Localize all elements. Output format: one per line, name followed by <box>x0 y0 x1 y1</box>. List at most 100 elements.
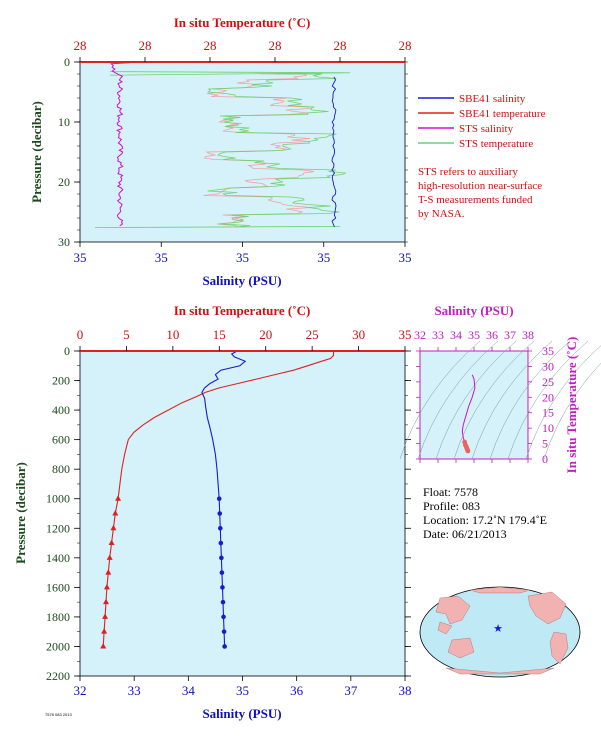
main-pressure-tick-label: 1400 <box>46 551 70 565</box>
salinity-marker <box>221 614 226 620</box>
footer-id-text: 7578 083 2013 <box>45 712 72 717</box>
main-sal-tick-label: 34 <box>182 683 196 698</box>
map-land-asia <box>435 595 471 625</box>
sbe41-salinity-trace <box>331 76 337 228</box>
sts-temperature-bottom-spike <box>94 226 341 228</box>
salinity-marker <box>219 555 224 561</box>
main-temp-tick-label: 35 <box>399 327 412 342</box>
float-info: Float: 7578 Profile: 083 Location: 17.2˚… <box>423 485 547 541</box>
sts-temperature-trace <box>207 73 347 228</box>
ts-sal-tick-label: 35 <box>468 328 480 342</box>
main-temp-tick-label: 20 <box>259 327 272 342</box>
top-sal-axis-label: Salinity (PSU) <box>202 273 281 288</box>
sts-note-line-2: high-resolution near-surface <box>418 180 542 192</box>
main-chart: 0 5 10 15 20 25 30 35 32 33 34 35 36 37 38 0 200 400 600 80… <box>13 303 412 721</box>
temperature-marker <box>108 539 115 546</box>
ts-temp-tick-label: 35 <box>542 344 554 358</box>
legend-label-sbe41-salinity: SBE41 salinity <box>459 93 526 105</box>
top-pressure-tick-label: 10 <box>58 115 70 129</box>
temperature-marker <box>106 554 113 560</box>
top-chart-axes: 28 28 28 28 28 28 35 35 35 35 35 0 10 20 30 <box>58 38 412 265</box>
top-pressure-tick-label: 0 <box>64 55 70 69</box>
top-temp-axis-label: In situ Temperature (˚C) <box>174 15 311 30</box>
temperature-marker <box>115 495 122 501</box>
temperature-marker <box>105 569 112 575</box>
map-land-australia <box>447 637 475 659</box>
main-chart-series <box>100 350 335 649</box>
ts-temp-tick-label: 25 <box>542 375 554 389</box>
map-land-arctic <box>469 586 531 594</box>
ts-temp-axis-label: In situ Temperature (˚C) <box>564 337 579 474</box>
ts-temp-tick-label: 5 <box>542 437 548 451</box>
map-land-antarctica <box>445 667 555 675</box>
ts-density-contour <box>399 340 481 460</box>
top-temp-tick-label: 28 <box>334 38 347 53</box>
ts-chart-series <box>461 374 476 454</box>
main-pressure-tick-label: 2200 <box>46 669 70 683</box>
float-location-marker: ★ <box>493 623 503 635</box>
salinity-marker <box>221 629 227 634</box>
legend-label-sts-temperature: STS temperature <box>459 138 533 150</box>
sts-note: STS refers to auxiliary high-resolution … <box>418 166 542 220</box>
top-sal-tick-label: 35 <box>317 250 330 265</box>
ts-density-contour <box>471 340 553 460</box>
top-pressure-tick-label: 30 <box>58 235 70 249</box>
temperature-marker <box>103 583 110 590</box>
main-pressure-tick-label: 600 <box>52 433 70 447</box>
float-id: Float: 7578 <box>423 485 478 499</box>
top-chart-legend: SBE41 salinity SBE41 temperature STS sal… <box>418 93 546 150</box>
ts-chart-plot-area <box>419 350 529 460</box>
main-sal-tick-label: 33 <box>128 683 141 698</box>
sbe41-salinity-profile <box>201 350 247 647</box>
temperature-marker <box>101 628 108 634</box>
main-pressure-tick-label: 800 <box>52 462 70 476</box>
ts-temp-tick-label: 15 <box>542 406 554 420</box>
main-pressure-tick-label: 2000 <box>46 639 70 653</box>
ts-sal-tick-label: 38 <box>522 328 534 342</box>
sts-note-line-4: by NASA. <box>418 208 465 220</box>
top-pressure-tick-label: 20 <box>58 175 70 189</box>
sts-note-line-1: STS refers to auxiliary <box>418 166 518 178</box>
main-temp-tick-label: 15 <box>213 327 226 342</box>
main-sal-axis-label: Salinity (PSU) <box>202 706 281 721</box>
legend-label-sbe41-temperature: SBE41 temperature <box>459 108 546 120</box>
ts-density-contour <box>435 340 517 460</box>
main-temp-tick-label: 25 <box>306 327 319 342</box>
world-map: ★ <box>419 586 581 678</box>
ts-density-contour <box>489 340 571 460</box>
main-sal-tick-label: 32 <box>74 683 87 698</box>
top-chart-plot-area <box>79 61 406 243</box>
top-sal-tick-label: 35 <box>236 250 249 265</box>
sts-salinity-trace <box>109 62 131 227</box>
ts-sal-tick-label: 37 <box>504 328 516 342</box>
main-sal-tick-label: 36 <box>290 683 304 698</box>
main-sal-tick-label: 37 <box>344 683 358 698</box>
salinity-marker <box>220 599 226 605</box>
top-sal-tick-label: 35 <box>74 250 87 265</box>
ts-density-contours <box>399 340 601 460</box>
temperature-marker <box>110 524 117 531</box>
salinity-marker <box>220 585 225 590</box>
temperature-marker <box>103 598 109 605</box>
main-chart-axes: 0 5 10 15 20 25 30 35 32 33 34 35 36 37 38 0 200 400 600 80… <box>46 327 412 698</box>
ts-sal-tick-label: 32 <box>414 328 426 342</box>
main-pressure-tick-label: 1200 <box>46 521 70 535</box>
top-chart: 28 28 28 28 28 28 35 35 35 35 35 0 10 20 30 In situ Te… <box>29 15 546 288</box>
main-pressure-tick-label: 200 <box>52 374 70 388</box>
main-chart-plot-area <box>79 350 406 677</box>
main-pressure-tick-label: 400 <box>52 403 70 417</box>
top-sal-tick-label: 35 <box>399 250 412 265</box>
ts-sal-tick-label: 36 <box>486 328 498 342</box>
salinity-marker <box>216 496 222 502</box>
ts-density-contour <box>417 340 499 460</box>
main-pressure-tick-label: 0 <box>64 344 70 358</box>
top-temp-tick-label: 28 <box>204 38 217 53</box>
main-temp-tick-label: 5 <box>123 327 130 342</box>
profile-date: Date: 06/21/2013 <box>423 527 507 541</box>
main-temp-axis-label: In situ Temperature (˚C) <box>174 303 311 318</box>
temperature-marker <box>102 613 109 619</box>
sts-temperature-surface-spike <box>109 71 351 76</box>
